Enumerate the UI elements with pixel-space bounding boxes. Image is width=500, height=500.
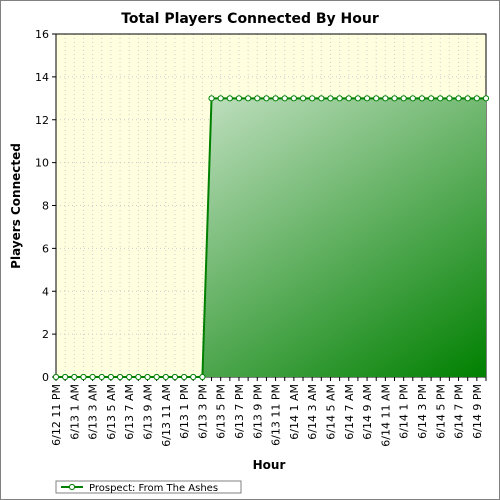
data-point [135, 373, 142, 381]
data-point [116, 373, 124, 381]
data-point [190, 373, 197, 381]
data-point [446, 95, 453, 102]
data-point [418, 95, 426, 102]
x-tick-label: 6/14 9 AM [361, 384, 374, 440]
data-point [455, 95, 462, 102]
data-point [464, 95, 471, 102]
data-point [107, 373, 114, 381]
data-point [391, 95, 398, 102]
x-tick-label: 6/14 7 PM [453, 384, 466, 439]
data-point [263, 95, 270, 102]
data-point [382, 95, 389, 102]
data-point [180, 373, 188, 381]
x-tick-label: 6/13 3 AM [87, 384, 100, 440]
data-point [437, 95, 444, 102]
data-point [208, 95, 215, 102]
legend-swatch-marker [68, 483, 76, 491]
x-tick-label: 6/14 1 AM [288, 384, 301, 440]
y-tick-label: 4 [42, 285, 49, 298]
x-tick-label: 6/14 3 PM [416, 384, 429, 439]
data-point [226, 95, 233, 102]
y-tick-label: 6 [42, 242, 49, 255]
data-point [245, 95, 252, 102]
y-tick-label: 2 [42, 328, 49, 341]
x-tick-label: 6/14 7 AM [343, 384, 356, 440]
x-tick-label: 6/13 9 PM [251, 384, 264, 439]
data-point [428, 95, 435, 102]
y-tick-label: 8 [42, 200, 49, 213]
series-layer [52, 95, 490, 381]
x-tick-label: 6/13 7 PM [233, 384, 246, 439]
series-area [56, 98, 486, 377]
data-point [98, 373, 105, 381]
x-tick-label: 6/13 11 AM [160, 384, 173, 447]
x-tick-label: 6/13 11 PM [270, 384, 283, 446]
data-point [80, 373, 87, 381]
data-point [254, 95, 261, 102]
data-point [171, 373, 179, 381]
legend-label: Prospect: From The Ashes [89, 483, 218, 494]
data-point [400, 95, 407, 102]
data-point [354, 95, 362, 102]
data-point [345, 95, 352, 102]
data-point [373, 95, 380, 102]
data-point [62, 373, 69, 381]
data-point [89, 373, 96, 381]
chart-title: Total Players Connected By Hour [121, 11, 379, 27]
x-tick-label: 6/12 11 PM [50, 384, 63, 446]
data-point [363, 95, 371, 102]
data-point [409, 95, 416, 102]
data-point [272, 95, 279, 102]
y-tick-label: 14 [35, 71, 49, 84]
y-tick-label: 0 [42, 371, 49, 384]
data-point [336, 95, 343, 102]
x-tick-label: 6/14 3 AM [306, 384, 319, 440]
data-point [144, 373, 151, 381]
data-point [281, 95, 288, 102]
data-point [318, 95, 325, 102]
x-tick-label: 6/13 5 PM [215, 384, 228, 439]
data-point [162, 373, 169, 381]
x-tick-label: 6/13 9 AM [141, 384, 154, 440]
data-point [52, 373, 60, 381]
data-point [309, 95, 316, 102]
x-tick-label: 6/13 1 PM [178, 384, 191, 439]
x-tick-label: 6/14 5 PM [434, 384, 447, 439]
data-point [126, 373, 133, 381]
y-tick-label: 12 [35, 114, 49, 127]
data-point [473, 95, 480, 102]
data-point [235, 95, 243, 102]
x-tick-label: 6/14 9 PM [471, 384, 484, 439]
x-tick-label: 6/13 7 AM [123, 384, 136, 440]
x-tick-label: 6/14 5 AM [324, 384, 337, 440]
x-tick-label: 6/14 1 PM [398, 384, 411, 439]
legend-box [55, 480, 242, 494]
data-point [199, 373, 206, 381]
data-point [71, 373, 78, 381]
data-point [299, 95, 307, 102]
legend: Prospect: From The Ashes [55, 480, 242, 494]
data-point [217, 95, 224, 102]
y-axis-label: Players Connected [9, 143, 23, 269]
x-tick-label: 6/14 11 AM [379, 384, 392, 447]
data-point [327, 95, 334, 102]
x-tick-label: 6/13 1 AM [68, 384, 81, 440]
x-tick-label: 6/13 5 AM [105, 384, 118, 440]
data-point [153, 373, 160, 381]
y-tick-label: 10 [35, 157, 49, 170]
y-tick-label: 16 [35, 28, 49, 41]
x-tick-label: 6/13 3 PM [196, 384, 209, 439]
data-point [482, 95, 490, 102]
x-axis-label: Hour [253, 458, 286, 472]
data-point [290, 95, 297, 102]
